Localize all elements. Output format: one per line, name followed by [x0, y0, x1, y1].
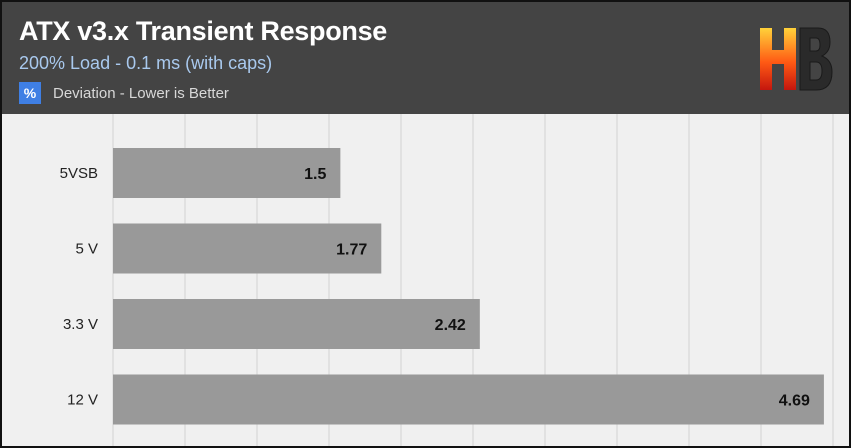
chart-plot: 5VSB 5 V 3.3 V 12 V 1.5 1.77 2.42 4.69: [60, 114, 834, 446]
chart-header: ATX v3.x Transient Response 200% Load - …: [2, 2, 849, 114]
bars: [113, 148, 824, 425]
bar: [113, 299, 480, 349]
category-label: 3.3 V: [63, 316, 98, 333]
legend-swatch-percent-icon: %: [19, 82, 41, 104]
legend-label: Deviation - Lower is Better: [53, 84, 229, 102]
chart-title: ATX v3.x Transient Response: [19, 16, 388, 46]
value-label: 1.77: [336, 242, 367, 259]
chart-subtitle: 200% Load - 0.1 ms (with caps): [19, 53, 273, 73]
category-label: 12 V: [67, 392, 98, 409]
bar: [113, 223, 382, 274]
value-label: 4.69: [779, 393, 810, 410]
hb-logo-icon: [760, 27, 833, 91]
category-labels: 5VSB 5 V 3.3 V 12 V: [60, 165, 98, 409]
legend: % Deviation - Lower is Better: [19, 82, 229, 104]
category-label: 5 V: [75, 241, 98, 258]
value-label: 2.42: [435, 317, 466, 334]
category-label: 5VSB: [60, 165, 98, 182]
bar: [113, 374, 824, 425]
value-label: 1.5: [304, 166, 326, 183]
value-labels: 1.5 1.77 2.42 4.69: [304, 166, 810, 410]
bar: [113, 148, 341, 198]
